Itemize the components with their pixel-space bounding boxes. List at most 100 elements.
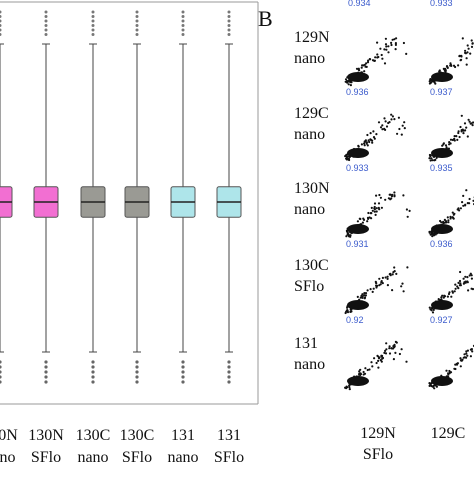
scatter-point	[392, 115, 394, 117]
scatter-point	[374, 211, 376, 213]
scatter-point	[385, 276, 387, 278]
scatter-point	[390, 118, 392, 120]
scatter-point	[376, 210, 378, 212]
outlier-point	[136, 15, 139, 18]
correlation-value: 0.933	[430, 0, 453, 8]
scatter-point	[472, 124, 474, 126]
scatter-point	[403, 121, 405, 123]
scatter-point	[378, 207, 380, 209]
scatter-point	[381, 280, 383, 282]
category-label-line2: SFlo	[122, 449, 152, 466]
outlier-point	[91, 365, 94, 368]
outlier-point	[0, 11, 2, 14]
scatter-point	[387, 284, 389, 286]
scatter-point	[348, 81, 350, 83]
scatter-point	[445, 220, 447, 222]
scatter-point	[344, 387, 346, 389]
outlier-point	[227, 370, 230, 373]
scatter-point	[378, 194, 380, 196]
scatter-point	[360, 297, 362, 299]
scatter-point	[457, 64, 459, 66]
category-label-line1: 131	[171, 427, 195, 444]
scatter-point	[469, 198, 471, 200]
scatter-point	[462, 132, 464, 134]
scatter-point	[399, 353, 401, 355]
scatter-point	[348, 83, 350, 85]
scatter-point	[457, 282, 459, 284]
scatter-point	[464, 52, 466, 54]
scatter-point	[471, 278, 473, 280]
scatter-point	[433, 309, 435, 311]
scatter-point	[364, 297, 366, 299]
scatter-point	[357, 145, 359, 147]
scatter-point	[447, 296, 449, 298]
row-label-line1: 131	[294, 335, 318, 352]
scatter-point	[403, 42, 405, 44]
scatter-point	[393, 194, 395, 196]
scatter-point	[388, 347, 390, 349]
outlier-point	[92, 15, 95, 18]
outlier-point	[136, 24, 139, 27]
scatter-point	[392, 345, 394, 347]
outlier-point	[0, 380, 2, 383]
col-label-line2: SFlo	[363, 446, 393, 463]
scatter-point	[350, 310, 352, 312]
scatter-cluster	[431, 224, 453, 234]
scatter-point	[372, 210, 374, 212]
scatter-point	[389, 352, 391, 354]
scatter-point	[376, 53, 378, 55]
scatter-point	[462, 205, 464, 207]
outlier-point	[227, 365, 230, 368]
scatter-point	[382, 282, 384, 284]
scatter-point	[442, 143, 444, 145]
scatter-point	[431, 235, 433, 237]
scatter-point	[457, 132, 459, 134]
scatter-point	[385, 43, 387, 45]
outlier-point	[0, 365, 2, 368]
outlier-point	[44, 360, 47, 363]
scatter-point	[365, 294, 367, 296]
scatter-point	[450, 139, 452, 141]
scatter-point	[393, 191, 395, 193]
scatter-point	[431, 159, 433, 161]
scatter-point	[445, 144, 447, 146]
scatter-point	[371, 142, 373, 144]
scatter-point	[392, 273, 394, 275]
outlier-point	[92, 20, 95, 23]
outlier-point	[0, 15, 2, 18]
scatter-point	[369, 58, 371, 60]
scatter-point	[385, 49, 387, 51]
outlier-point	[181, 365, 184, 368]
row-label-line2: nano	[294, 126, 325, 143]
scatter-point	[364, 144, 366, 146]
scatter-point	[377, 367, 379, 369]
scatter-point	[447, 219, 449, 221]
scatter-point	[433, 233, 435, 235]
category-label-line2: nano	[77, 449, 108, 466]
outlier-point	[91, 370, 94, 373]
scatter-point	[395, 42, 397, 44]
scatter-cell: 0.927	[429, 268, 474, 325]
scatter-point	[405, 361, 407, 363]
scatter-cell: 0.933	[344, 114, 406, 173]
scatter-point	[347, 232, 349, 234]
col-label-line1: 129C	[431, 425, 466, 442]
scatter-point	[447, 221, 449, 223]
scatter-point	[469, 121, 471, 123]
outlier-point	[91, 380, 94, 383]
scatter-point	[390, 197, 392, 199]
outlier-point	[92, 29, 95, 32]
scatter-point	[393, 358, 395, 360]
outlier-point	[182, 15, 185, 18]
scatter-point	[430, 157, 432, 159]
scatter-point	[449, 371, 451, 373]
scatter-point	[361, 67, 363, 69]
scatter-point	[449, 62, 451, 64]
scatter-cell: 0.936	[345, 37, 408, 97]
scatter-point	[465, 189, 467, 191]
scatter-point	[367, 369, 369, 371]
scatter-point	[349, 388, 351, 390]
